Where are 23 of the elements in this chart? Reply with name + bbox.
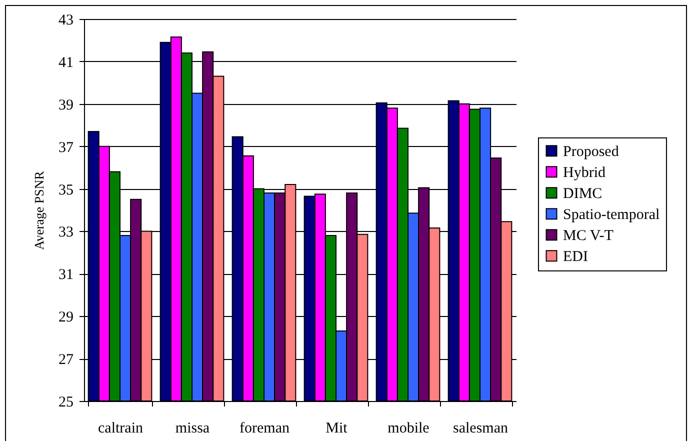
y-tick-label: 29 [58,310,74,326]
legend-label: MC V-T [563,228,614,244]
y-tick-label: 31 [58,267,74,284]
y-tick-label: 25 [58,394,74,410]
legend-label: Spatio-temporal [563,206,660,223]
legend-label: Hybrid [563,164,606,181]
y-tick-label: 43 [58,12,74,28]
legend-label: Proposed [563,144,620,160]
legend-label: EDI [563,248,588,265]
x-tick-label: caltrain [98,420,144,436]
y-axis-title: Average PSNR [32,170,46,250]
x-tick-label: salesman [453,420,508,436]
x-tick-label: missa [175,420,210,436]
y-tick-label: 27 [58,352,74,368]
y-tick-label: 41 [58,54,74,71]
legend-label: DIMC [563,186,602,202]
x-tick-label: Mit [326,420,348,436]
y-tick-label: 35 [58,182,74,198]
y-tick-label: 39 [58,97,74,114]
x-tick-label: foreman [240,420,290,436]
y-tick-label: 37 [58,140,74,156]
y-tick-label: 33 [58,224,74,241]
x-tick-label: mobile [388,420,430,436]
